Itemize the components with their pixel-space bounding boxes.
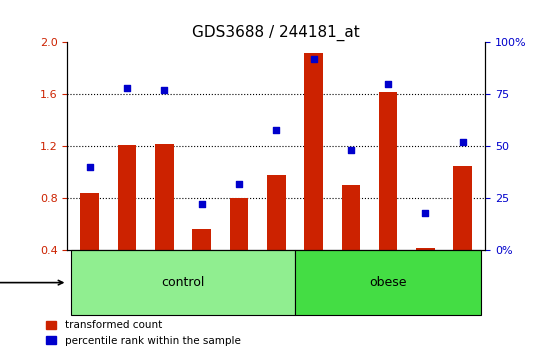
Point (384, 81, 392, 87)
FancyBboxPatch shape (369, 250, 407, 274)
Bar (155, 144, 174, 250)
FancyBboxPatch shape (407, 250, 444, 274)
Point (197, 202, 206, 207)
Legend: transformed count, percentile rank within the sample: transformed count, percentile rank withi… (43, 317, 244, 349)
Point (86, 164, 94, 170)
Point (347, 148, 355, 153)
Title: GDS3688 / 244181_at: GDS3688 / 244181_at (192, 25, 360, 41)
FancyBboxPatch shape (295, 250, 332, 274)
Bar (453, 166, 472, 250)
FancyBboxPatch shape (183, 250, 220, 274)
Point (309, 56, 318, 62)
Bar (304, 53, 323, 250)
FancyBboxPatch shape (71, 250, 295, 315)
FancyBboxPatch shape (220, 250, 258, 274)
Bar (118, 145, 136, 250)
Bar (379, 92, 397, 250)
FancyBboxPatch shape (332, 250, 369, 274)
Point (421, 210, 430, 216)
Point (123, 85, 132, 91)
FancyBboxPatch shape (108, 250, 146, 274)
Point (272, 127, 281, 132)
Text: obese: obese (369, 276, 407, 289)
FancyBboxPatch shape (444, 250, 481, 274)
Bar (230, 198, 248, 250)
Text: control: control (161, 276, 205, 289)
Bar (416, 247, 435, 250)
Point (160, 87, 169, 93)
Bar (342, 185, 360, 250)
Bar (267, 175, 286, 250)
Point (234, 181, 243, 187)
FancyBboxPatch shape (258, 250, 295, 274)
Bar (80, 193, 99, 250)
Text: disease state: disease state (0, 278, 63, 287)
Point (458, 139, 467, 145)
FancyBboxPatch shape (146, 250, 183, 274)
Bar (192, 229, 211, 250)
FancyBboxPatch shape (295, 250, 481, 315)
FancyBboxPatch shape (71, 250, 108, 274)
